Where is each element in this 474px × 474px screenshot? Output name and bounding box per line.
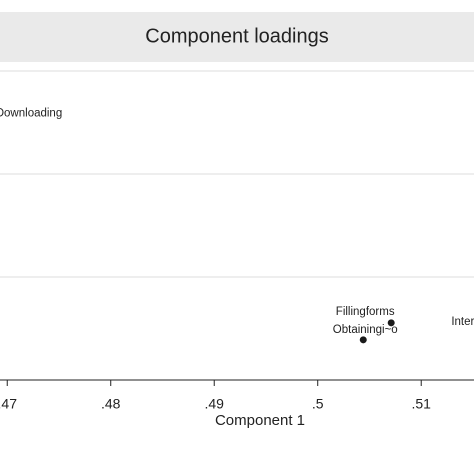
x-tick-label: .51 [411,396,431,412]
x-tick-label: .5 [312,396,324,412]
point [387,319,395,327]
point-label: Obtainingi~o [333,324,398,336]
x-tick-label: .48 [101,396,121,412]
point-label: Inter [451,316,474,328]
point-label: Fillingforms [336,306,395,318]
x-tick-label: .49 [204,396,224,412]
x-tick-label: .47 [0,396,17,412]
point [359,336,367,344]
chart-title: Component loadings [145,25,328,47]
point-label: Downloading [0,107,62,119]
x-axis-label: Component 1 [215,412,305,429]
title-band [0,12,474,62]
